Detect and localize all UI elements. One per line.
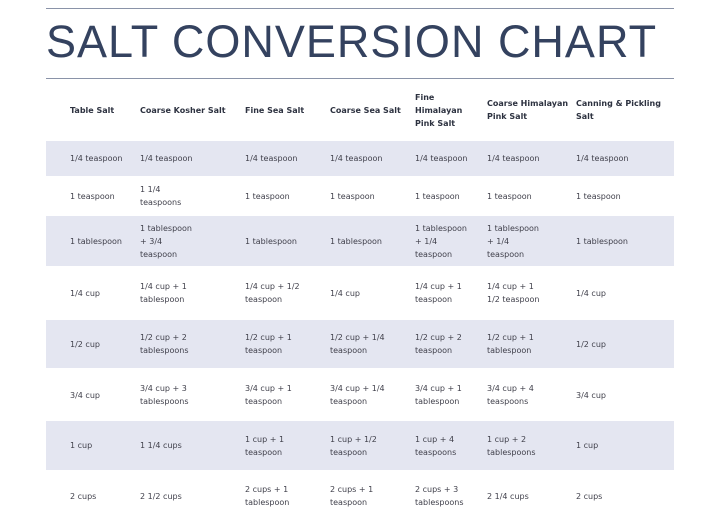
row-shade bbox=[46, 216, 674, 266]
table-cell: 1 1/4 teaspoons bbox=[140, 185, 182, 207]
table-cell: 2 cups + 1 tablespoon bbox=[245, 485, 290, 507]
table-cell: 1 tablespoon bbox=[330, 236, 382, 246]
table-cell: 1 tablespoon bbox=[576, 236, 628, 246]
table-cell: 1/2 cup + 1 tablespoon bbox=[487, 333, 534, 355]
table-cell: 1/2 cup + 2 teaspoon bbox=[415, 333, 462, 355]
table-cell: 2 cups + 1 teaspoon bbox=[330, 485, 374, 507]
table-cell: 1/4 teaspoon bbox=[330, 154, 383, 163]
table-cell: 1/4 cup + 1 1/2 teaspoon bbox=[487, 282, 540, 304]
table-cell: 1/2 cup bbox=[576, 339, 606, 349]
title: SALT CONVERSION CHART bbox=[46, 16, 658, 67]
column-header: Coarse Sea Salt bbox=[330, 105, 401, 115]
table-cell: 1 1/4 cups bbox=[140, 441, 182, 450]
table-cell: 3/4 cup bbox=[576, 390, 606, 400]
table-cell: 1/4 cup + 1/2 teaspoon bbox=[245, 282, 300, 304]
table-cell: 1/4 teaspoon bbox=[140, 154, 193, 163]
table-cell: 3/4 cup + 1 teaspoon bbox=[245, 384, 292, 406]
table-cell: 1/4 cup bbox=[330, 288, 360, 298]
table-cell: 3/4 cup + 3 tablespoons bbox=[140, 384, 189, 406]
table-cell: 1 teaspoon bbox=[415, 191, 460, 201]
table-cell: 1 teaspoon bbox=[576, 191, 621, 201]
column-header: Coarse Kosher Salt bbox=[140, 105, 226, 115]
table-cell: 1 tablespoon bbox=[245, 236, 297, 246]
column-header: Canning & Pickling Salt bbox=[576, 99, 661, 121]
table-cell: 1/4 cup bbox=[576, 288, 606, 298]
table-cell: 1 tablespoon + 1/4 teaspoon bbox=[487, 223, 539, 259]
top-rule bbox=[46, 8, 674, 9]
table-cell: 1 tablespoon + 1/4 teaspoon bbox=[415, 223, 467, 259]
table-cell: 1 tablespoon + 3/4 teaspoon bbox=[140, 223, 192, 259]
table-cell: 3/4 cup + 4 teaspoons bbox=[487, 384, 534, 406]
table-cell: 3/4 cup + 1 tablespoon bbox=[415, 384, 462, 406]
table-cell: 1 teaspoon bbox=[70, 191, 115, 201]
title-rule bbox=[46, 78, 674, 79]
table-cell: 1 cup + 2 tablespoons bbox=[487, 434, 536, 457]
table-cell: 2 cups bbox=[70, 491, 97, 501]
table-cell: 1/4 teaspoon bbox=[415, 154, 468, 163]
column-header: Fine Himalayan Pink Salt bbox=[415, 92, 463, 128]
table-cell: 1/4 teaspoon bbox=[487, 154, 540, 163]
table-cell: 1 tablespoon bbox=[70, 236, 122, 246]
table-cell: 1/4 cup + 1 teaspoon bbox=[415, 282, 462, 304]
table-cell: 1/2 cup + 1 teaspoon bbox=[245, 333, 292, 355]
table-cell: 1/4 teaspoon bbox=[70, 154, 123, 163]
table-cell: 1 teaspoon bbox=[245, 191, 290, 201]
column-header: Coarse Himalayan Pink Salt bbox=[487, 99, 569, 121]
table-cell: 1 teaspoon bbox=[487, 191, 532, 201]
table-cell: 1 cup + 1/2 teaspoon bbox=[330, 434, 377, 457]
table-cell: 1 cup bbox=[576, 441, 599, 450]
table-cell: 2 1/2 cups bbox=[140, 491, 182, 501]
column-header: Fine Sea Salt bbox=[245, 105, 305, 115]
row-shade bbox=[46, 141, 674, 176]
table-cell: 1/4 cup bbox=[70, 288, 100, 298]
table-cell: 1/2 cup bbox=[70, 339, 100, 349]
row-shade bbox=[46, 320, 674, 368]
table-cell: 1/4 teaspoon bbox=[245, 154, 298, 163]
table-cell: 1/2 cup + 2 tablespoons bbox=[140, 333, 189, 355]
table-cell: 2 cups bbox=[576, 491, 603, 501]
table-cell: 1/4 teaspoon bbox=[576, 154, 629, 163]
row-shade bbox=[46, 421, 674, 470]
table-cell: 2 cups + 3 tablespoons bbox=[415, 485, 464, 507]
column-header: Table Salt bbox=[70, 105, 115, 115]
table-cell: 3/4 cup bbox=[70, 390, 100, 400]
table-cell: 1 cup + 4 teaspoons bbox=[415, 434, 457, 457]
table-cell: 2 1/4 cups bbox=[487, 491, 529, 501]
table-cell: 1/4 cup + 1 tablespoon bbox=[140, 282, 187, 304]
table-cell: 1 cup + 1 teaspoon bbox=[245, 434, 285, 457]
table-cell: 1 cup bbox=[70, 441, 93, 450]
table-cell: 3/4 cup + 1/4 teaspoon bbox=[330, 384, 385, 406]
table-cell: 1 teaspoon bbox=[330, 191, 375, 201]
table-cell: 1/2 cup + 1/4 teaspoon bbox=[330, 333, 385, 355]
